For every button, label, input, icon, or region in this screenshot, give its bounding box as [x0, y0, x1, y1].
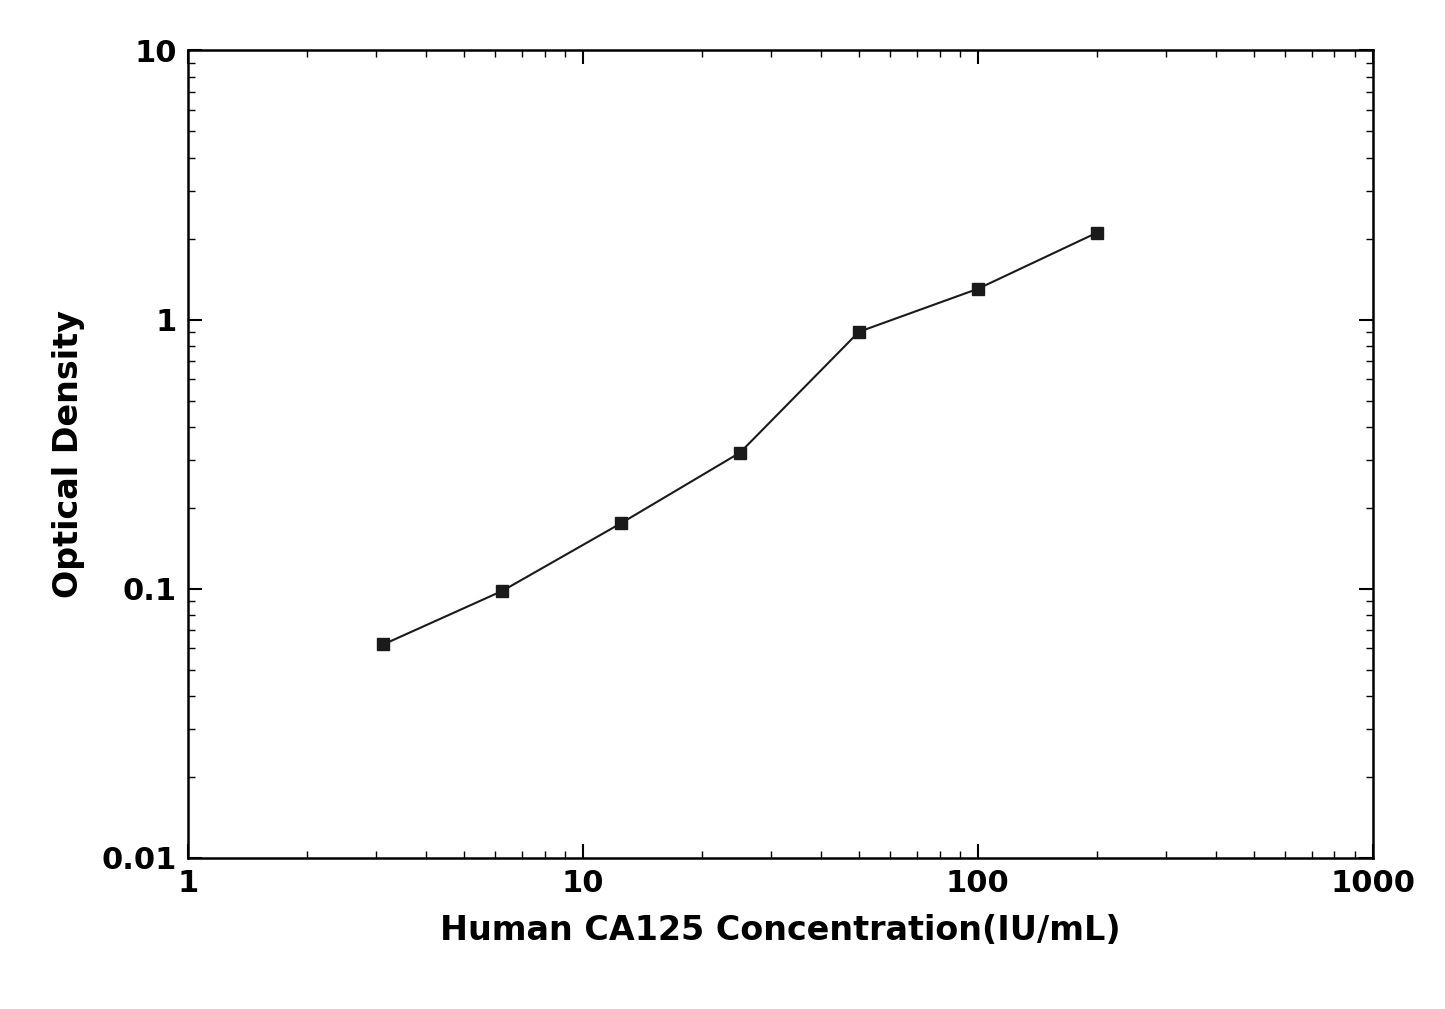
- X-axis label: Human CA125 Concentration(IU/mL): Human CA125 Concentration(IU/mL): [439, 914, 1121, 947]
- Y-axis label: Optical Density: Optical Density: [52, 310, 85, 598]
